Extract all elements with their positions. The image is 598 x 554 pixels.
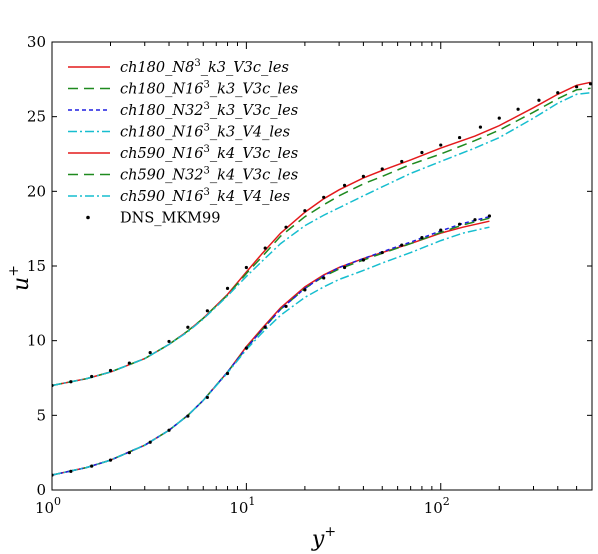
dns-data-point: [244, 265, 248, 270]
legend-label: ch590_N323_k4_V3c_les: [120, 166, 298, 184]
dns-data-point: [90, 464, 94, 468]
legend-label: ch180_N163_k3_V4_les: [120, 123, 290, 141]
dns-data-point: [225, 286, 230, 290]
x-tick-label: 102: [424, 495, 450, 517]
dns-data-point: [108, 458, 113, 462]
y-tick-label: 10: [27, 332, 46, 350]
legend-label: ch180_N323_k3_V3c_les: [120, 101, 298, 119]
dns-data-point: [322, 195, 326, 199]
dns-data-point: [127, 361, 131, 365]
axis-labels: u+ y+: [6, 265, 336, 552]
legend-label: ch180_N163_k3_V3c_les: [120, 80, 298, 98]
dns-data-point: [400, 159, 404, 164]
plot-area: [52, 81, 592, 477]
dns-data-point: [342, 183, 347, 187]
dns-data-point: [167, 428, 171, 432]
dns-data-point: [303, 209, 307, 213]
y-tick-label: 30: [27, 33, 46, 51]
x-tick-label: 101: [229, 495, 255, 517]
dns-data-point: [186, 325, 190, 329]
dns-data-point: [322, 276, 326, 280]
y-tick-label: 20: [27, 182, 46, 200]
series-line-3: [52, 215, 490, 476]
dns-data-point: [497, 116, 501, 120]
dns-data-point: [225, 371, 230, 376]
dns-data-point: [588, 82, 592, 86]
y-tick-label: 25: [27, 108, 46, 126]
dns-data-point: [148, 351, 152, 355]
y-tick-label: 15: [27, 257, 46, 275]
dns-data-point: [439, 228, 443, 232]
dns-data-point: [244, 346, 248, 350]
dns-data-point: [537, 98, 541, 102]
legend-swatch: [86, 215, 90, 220]
x-tick-label: 100: [35, 495, 61, 517]
dns-data-point: [400, 243, 404, 247]
dns-data-point: [108, 368, 113, 373]
dns-data-point: [439, 143, 443, 147]
dns-data-point: [303, 288, 307, 292]
dns-data-point: [361, 174, 365, 178]
dns-data-point: [263, 246, 267, 250]
axis-ticks: 0 5 10 15 20 25 30 100 101 102: [27, 33, 593, 517]
dns-data-point: [556, 91, 560, 95]
dns-data-point: [90, 374, 94, 379]
y-axis-label: u+: [6, 265, 34, 291]
dns-data-point: [380, 167, 384, 171]
dns-data-point: [516, 107, 520, 111]
legend-label: DNS_MKM99: [120, 211, 220, 227]
y-tick-label: 5: [36, 406, 46, 424]
dns-data-point: [69, 380, 73, 384]
dns-data-point: [263, 325, 267, 329]
y-tick-label: 0: [36, 481, 46, 499]
legend: ch180_N83_k3_V3c_les ch180_N163_k3_V3c_le…: [68, 58, 298, 227]
dns-data-point: [127, 451, 131, 455]
dns-data-point: [205, 309, 209, 313]
dns-data-point: [284, 304, 288, 308]
dns-data-point: [457, 222, 462, 226]
legend-label: ch180_N83_k3_V3c_les: [120, 58, 289, 76]
dns-data-point: [69, 469, 73, 473]
dns-data-point: [420, 236, 424, 240]
legend-label: ch590_N163_k4_V4_les: [120, 187, 290, 205]
dns-data-point: [148, 440, 152, 444]
dns-data-point: [575, 85, 579, 89]
x-axis-label: y+: [311, 524, 336, 552]
dns-data-point: [457, 135, 462, 140]
legend-label: ch590_N163_k4_V3c_les: [120, 144, 298, 162]
dns-data-point: [487, 214, 492, 218]
dns-data-point: [361, 258, 365, 262]
dns-data-point: [342, 265, 347, 270]
dns-data-point: [478, 125, 483, 129]
dns-data-point: [167, 339, 171, 344]
dns-data-point: [473, 218, 477, 222]
dns-data-point: [284, 225, 288, 229]
dns-data-point: [420, 150, 424, 155]
series-line-7: [52, 92, 591, 387]
dns-data-point: [380, 250, 384, 255]
dns-data-point: [186, 414, 190, 418]
dns-data-point: [205, 395, 209, 400]
